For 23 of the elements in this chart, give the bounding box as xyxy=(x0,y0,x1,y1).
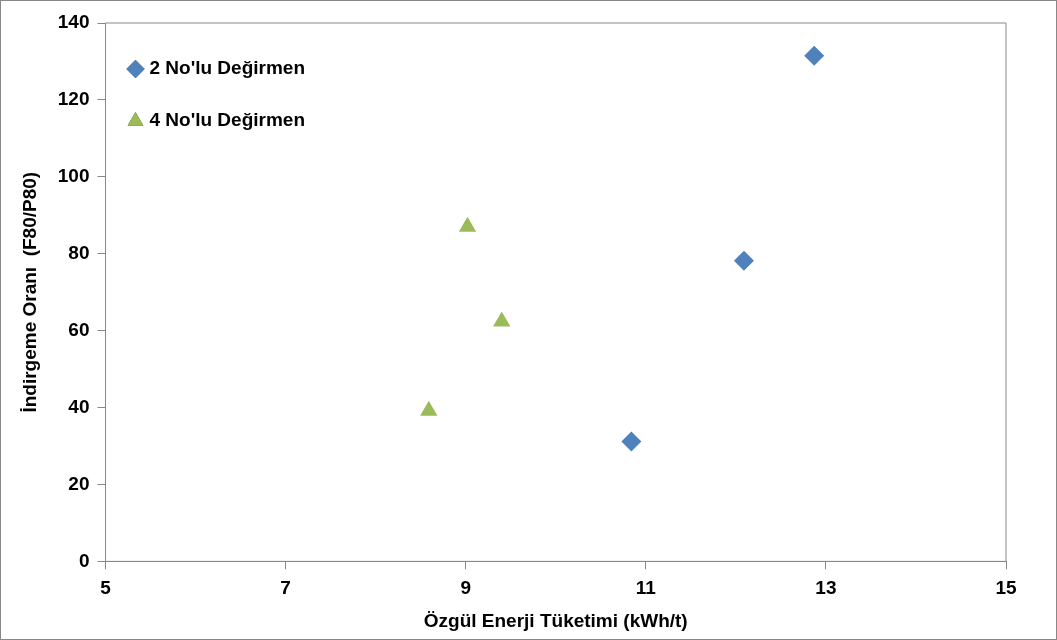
y-tick-label: 60 xyxy=(68,318,90,340)
point xyxy=(420,400,438,416)
point xyxy=(733,250,754,271)
point xyxy=(493,311,511,327)
y-tick-label: 40 xyxy=(68,395,90,417)
y-tick-label: 20 xyxy=(68,472,90,494)
x-tick-label: 9 xyxy=(460,577,471,599)
point xyxy=(804,45,825,66)
y-tick-label: 140 xyxy=(57,11,90,33)
y-tick-label: 100 xyxy=(57,165,90,187)
y-tick-label: 80 xyxy=(68,241,90,263)
legend-label: 2 No'lu Değirmen xyxy=(149,57,305,79)
y-axis-title: İndirgeme Oranı (F80/P80) xyxy=(18,171,40,413)
legend-label: 4 No'lu Değirmen xyxy=(149,109,305,131)
point xyxy=(458,216,477,232)
x-tick-label: 5 xyxy=(100,577,112,599)
x-tick-label: 7 xyxy=(280,577,291,599)
x-tick-label: 13 xyxy=(815,577,837,599)
y-tick-label: 0 xyxy=(78,549,90,571)
x-axis-title: Özgül Enerji Tüketimi (kWh/t) xyxy=(423,609,688,631)
x-tick-label: 15 xyxy=(995,577,1017,599)
x-tick-label: 11 xyxy=(635,577,657,599)
y-tick-label: 120 xyxy=(57,88,90,110)
